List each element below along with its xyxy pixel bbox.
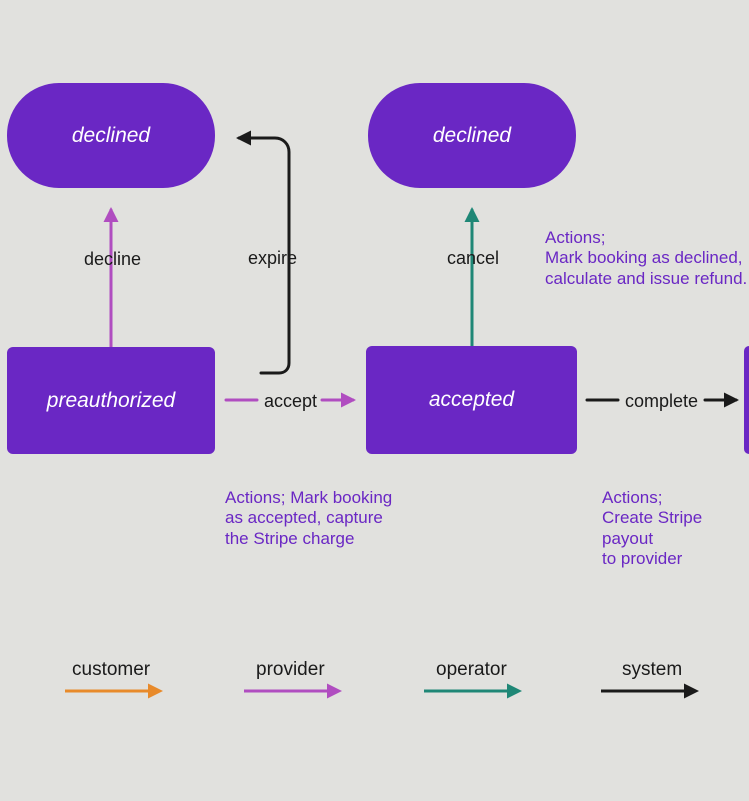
diagram-stage: declined declined preauthorized accepted dec…: [0, 0, 749, 801]
action-complete_note: Actions;Create Stripe payoutto provider: [602, 488, 749, 570]
legend-label-operator: operator: [436, 659, 507, 681]
legend-label-system: system: [622, 659, 682, 681]
edge-label-cancel: cancel: [447, 248, 499, 269]
legend-label-provider: provider: [256, 659, 325, 681]
edge-label-decline: decline: [84, 249, 141, 270]
action-accept_note: Actions; Mark bookingas accepted, captur…: [225, 488, 392, 549]
legend-label-customer: customer: [72, 659, 150, 681]
node-next: [744, 346, 749, 454]
node-accepted: accepted: [366, 346, 577, 454]
node-preauthorized: preauthorized: [7, 347, 215, 454]
node-declined1: declined: [7, 83, 215, 188]
edge-label-accept: accept: [264, 391, 317, 412]
edge-label-expire: expire: [248, 248, 297, 269]
action-cancel_note: Actions;Mark booking as declined,calcula…: [545, 228, 747, 289]
edge-label-complete: complete: [625, 391, 698, 412]
node-declined2: declined: [368, 83, 576, 188]
